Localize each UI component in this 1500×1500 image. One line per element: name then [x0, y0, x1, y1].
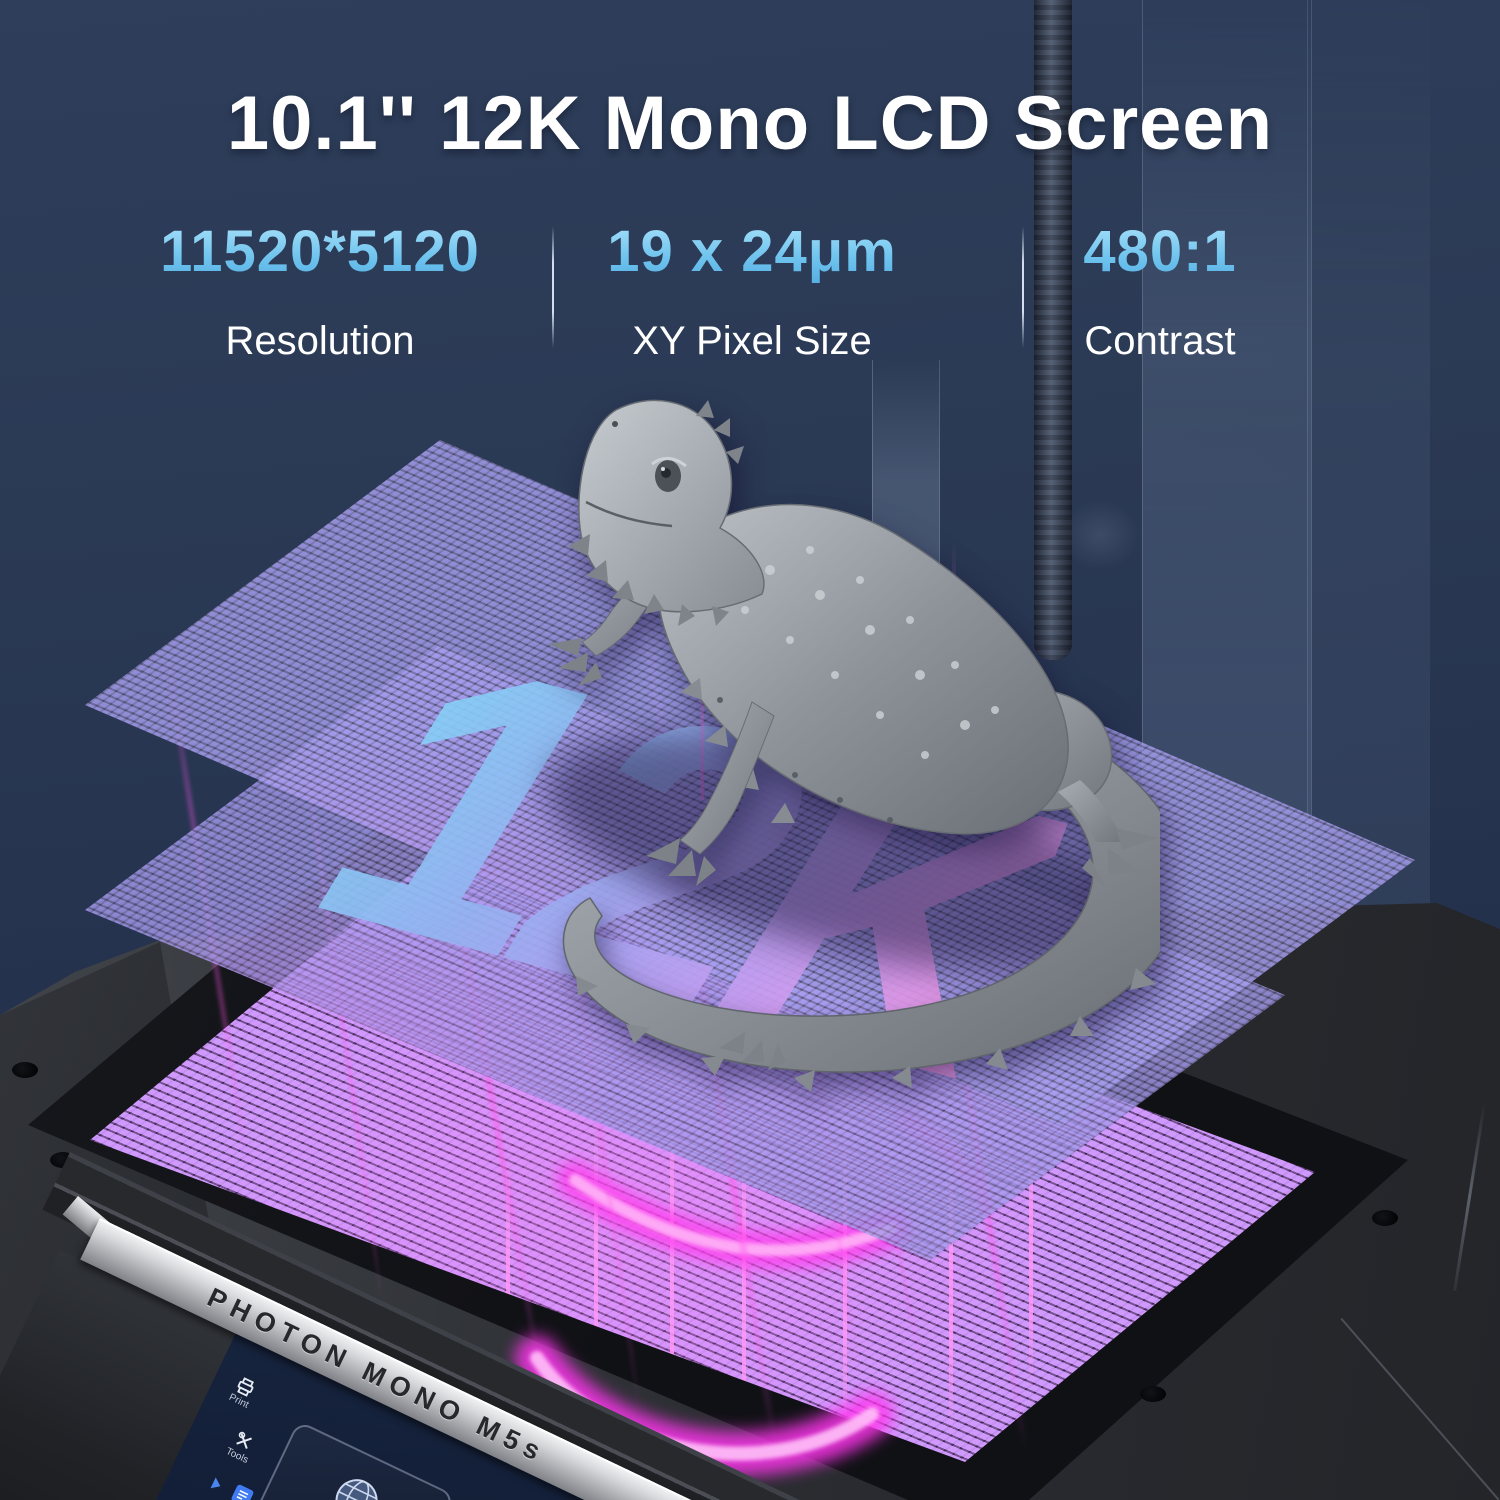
spec-label: Contrast [1084, 319, 1236, 363]
spec-label: Resolution [225, 319, 415, 363]
sidebar-item-print: Print [216, 1369, 269, 1416]
page-title: 10.1'' 12K Mono LCD Screen [226, 81, 1274, 166]
background-glare [1060, 500, 1140, 570]
spec-resolution: 11520*5120 Resolution [110, 218, 530, 364]
screw-hole [1140, 1386, 1166, 1402]
globe-icon [335, 1479, 378, 1500]
list-icon [231, 1484, 254, 1500]
spec-divider [552, 226, 554, 348]
spec-value: 19 x 24μm [542, 218, 962, 285]
tile-language: Language [236, 1420, 456, 1500]
lizard-model-illustration [548, 399, 1160, 1092]
spec-divider [1022, 226, 1024, 348]
sidebar-item-list [218, 1478, 266, 1500]
sidebar-item-tools: Tools [215, 1423, 268, 1470]
printer-touchscreen: Print Tools Language [56, 1326, 1041, 1500]
tools-icon [236, 1431, 252, 1449]
lead-screw-rod [1034, 0, 1072, 660]
screw-hole [12, 1062, 38, 1078]
spec-label: XY Pixel Size [632, 319, 872, 363]
spec-value: 480:1 [950, 218, 1370, 285]
screw-hole [1372, 1210, 1398, 1226]
spec-pixel-size: 19 x 24μm XY Pixel Size [542, 218, 962, 364]
spec-contrast: 480:1 Contrast [950, 218, 1370, 364]
printer-icon [237, 1377, 254, 1397]
spec-value: 11520*5120 [110, 218, 530, 285]
